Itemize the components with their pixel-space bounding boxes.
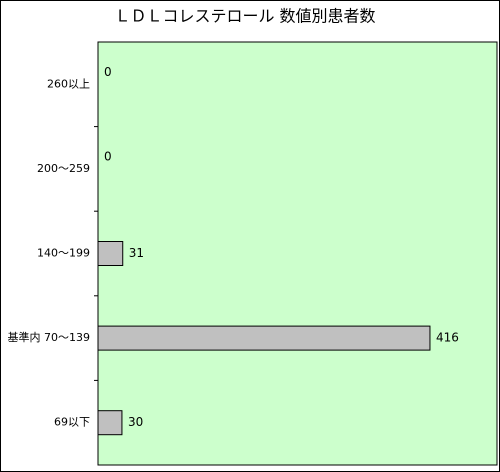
data-label: 0 xyxy=(104,65,112,79)
data-label: 31 xyxy=(129,246,144,260)
y-tick-label: 260以上 xyxy=(47,77,90,90)
y-tick-label: 200～259 xyxy=(37,162,90,175)
bar xyxy=(97,241,124,266)
y-tick-label: 基準内 70～139 xyxy=(8,330,91,344)
y-tick-label: 140～199 xyxy=(37,247,90,260)
bar xyxy=(97,410,123,436)
chart-title: ＬＤＬコレステロール 数値別患者数 xyxy=(114,7,375,26)
data-label: 0 xyxy=(104,149,112,163)
data-label: 30 xyxy=(128,415,143,429)
data-label: 416 xyxy=(436,331,459,345)
plot-area xyxy=(97,41,498,466)
y-tick-label: 69以下 xyxy=(54,416,90,429)
bar xyxy=(97,325,431,351)
